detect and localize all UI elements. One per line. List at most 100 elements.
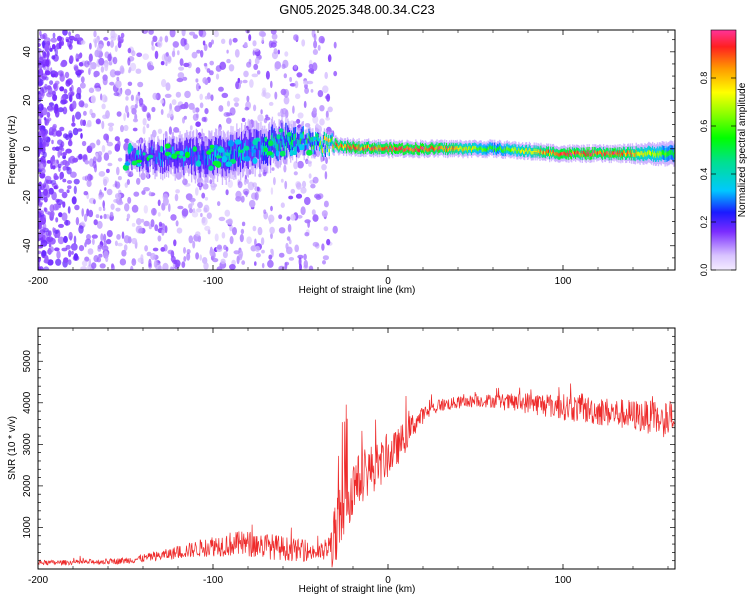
band-ridge: [148, 149, 150, 156]
noise-blob: [132, 118, 139, 123]
band-ridge: [616, 152, 618, 157]
band-ridge: [415, 145, 417, 149]
noise-blob: [78, 100, 85, 108]
noise-blob: [38, 191, 41, 199]
noise-blob: [195, 82, 200, 92]
band-ridge: [578, 151, 581, 156]
band-ridge: [529, 149, 531, 153]
noise-blob: [52, 94, 58, 102]
noise-blob: [97, 244, 103, 250]
band-ridge: [505, 147, 507, 151]
noise-blob: [38, 61, 43, 66]
band-ridge: [572, 150, 574, 154]
noise-blob: [44, 133, 48, 141]
band-blob: [251, 149, 257, 154]
band-ridge: [418, 148, 420, 153]
band-ridge: [528, 147, 531, 152]
band-ridge: [654, 153, 657, 158]
band-ridge: [310, 137, 312, 143]
band-ridge: [138, 151, 140, 158]
band-ridge: [336, 143, 338, 147]
noise-blob: [38, 73, 41, 82]
noise-blob: [326, 93, 331, 102]
noise-blob: [42, 53, 47, 59]
noise-blob: [80, 40, 86, 45]
band-ridge: [370, 147, 373, 151]
noise-blob: [146, 113, 152, 121]
noise-blob: [248, 199, 256, 208]
noise-blob: [214, 233, 219, 242]
noise-blob: [332, 225, 338, 234]
noise-blob: [103, 152, 110, 161]
noise-blob: [91, 112, 96, 119]
band-ridge: [606, 150, 608, 155]
band-ridge: [249, 138, 251, 149]
snr-series: [38, 383, 675, 568]
noise-blob: [116, 200, 124, 206]
band-ridge: [534, 150, 536, 155]
band-ridge: [634, 153, 636, 158]
noise-blob: [204, 225, 211, 231]
band-ridge: [643, 152, 645, 158]
noise-blob: [92, 238, 95, 246]
band-ridge: [577, 151, 580, 155]
band-ridge: [222, 148, 224, 159]
noise-blob: [103, 233, 107, 243]
noise-blob: [254, 238, 257, 247]
noise-blob: [62, 178, 67, 183]
band-ridge: [384, 146, 386, 151]
noise-blob: [248, 34, 252, 42]
band-ridge: [277, 144, 279, 153]
band-ridge: [672, 150, 674, 156]
noise-blob: [160, 109, 164, 115]
x-tick-label: 100: [555, 276, 572, 287]
noise-blob: [40, 210, 44, 216]
noise-blob: [93, 70, 100, 77]
band-ridge: [446, 146, 448, 150]
noise-blob: [267, 259, 274, 268]
band-ridge: [339, 144, 341, 149]
band-ridge: [161, 152, 163, 161]
noise-blob: [160, 99, 164, 104]
noise-blob: [191, 211, 199, 218]
band-blob: [192, 146, 197, 152]
noise-blob: [59, 126, 65, 132]
band-ridge: [448, 146, 451, 150]
band-ridge: [481, 148, 483, 152]
band-ridge: [573, 151, 575, 156]
noise-blob: [287, 223, 292, 233]
noise-blob: [175, 189, 181, 194]
noise-blob: [131, 237, 138, 245]
band-ridge: [506, 146, 508, 150]
band-ridge: [550, 149, 552, 154]
noise-blob: [244, 106, 250, 111]
noise-blob: [293, 34, 299, 41]
noise-blob: [62, 151, 67, 156]
band-ridge: [400, 146, 403, 150]
band-ridge: [232, 144, 234, 155]
noise-blob: [112, 33, 118, 38]
noise-blob: [321, 243, 325, 251]
noise-blob: [182, 76, 188, 81]
noise-blob: [161, 79, 167, 88]
noise-blob: [270, 232, 273, 239]
noise-blob: [117, 242, 123, 247]
band-ridge: [624, 150, 626, 155]
band-ridge: [441, 145, 443, 150]
noise-blob: [41, 86, 48, 93]
noise-blob: [253, 104, 257, 112]
noise-blob: [151, 106, 156, 113]
band-ridge: [305, 139, 307, 146]
noise-blob: [274, 91, 278, 100]
noise-blob: [87, 264, 93, 270]
y-tick-label: 1000: [22, 516, 33, 539]
band-ridge: [666, 152, 668, 158]
noise-blob: [64, 71, 70, 79]
noise-blob: [63, 133, 68, 139]
band-ridge: [591, 152, 593, 157]
band-ridge: [663, 150, 665, 156]
band-ridge: [434, 147, 436, 151]
noise-blob: [78, 69, 84, 74]
noise-blob: [206, 212, 212, 219]
noise-blob: [71, 196, 77, 205]
